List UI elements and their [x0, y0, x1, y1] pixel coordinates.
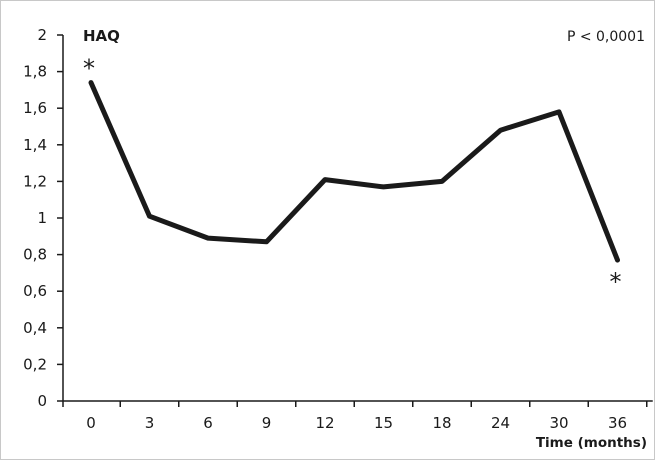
x-tick-label: 0: [86, 414, 96, 432]
y-tick-label: 2: [37, 26, 47, 44]
x-tick-label: 6: [203, 414, 213, 432]
significance-marker: *: [610, 268, 622, 296]
marker-layer: **: [83, 55, 622, 297]
y-tick-label: 0,4: [23, 319, 47, 337]
y-tick-label: 0: [37, 392, 47, 410]
x-tick-label: 36: [608, 414, 627, 432]
y-tick-label: 0,8: [23, 246, 47, 264]
x-tick-label: 30: [549, 414, 568, 432]
chart-title: HAQ: [83, 27, 120, 45]
y-tick-label: 1,8: [23, 63, 47, 81]
y-tick-label: 0,6: [23, 282, 47, 300]
significance-marker: *: [83, 55, 95, 83]
x-axis-title: Time (months): [536, 435, 647, 451]
y-tick-label: 1,6: [23, 99, 47, 117]
x-tick-label: 3: [145, 414, 155, 432]
x-tick-label: 15: [374, 414, 393, 432]
x-tick-label: 12: [315, 414, 334, 432]
y-axis: 0 0,2 0,4 0,6 0,8 1 1,2 1,4 1,6 1,8 2: [23, 26, 63, 410]
x-tick-label: 24: [491, 414, 510, 432]
p-value-annotation: P < 0,0001: [567, 29, 645, 45]
x-tick-label: 18: [432, 414, 451, 432]
y-tick-label: 1,4: [23, 136, 47, 154]
series-layer: [91, 82, 618, 260]
y-tick-label: 1,2: [23, 172, 47, 190]
y-tick-label: 1: [37, 209, 47, 227]
x-tick-label: 9: [262, 414, 272, 432]
y-tick-label: 0,2: [23, 355, 47, 373]
series-line: [91, 83, 618, 261]
